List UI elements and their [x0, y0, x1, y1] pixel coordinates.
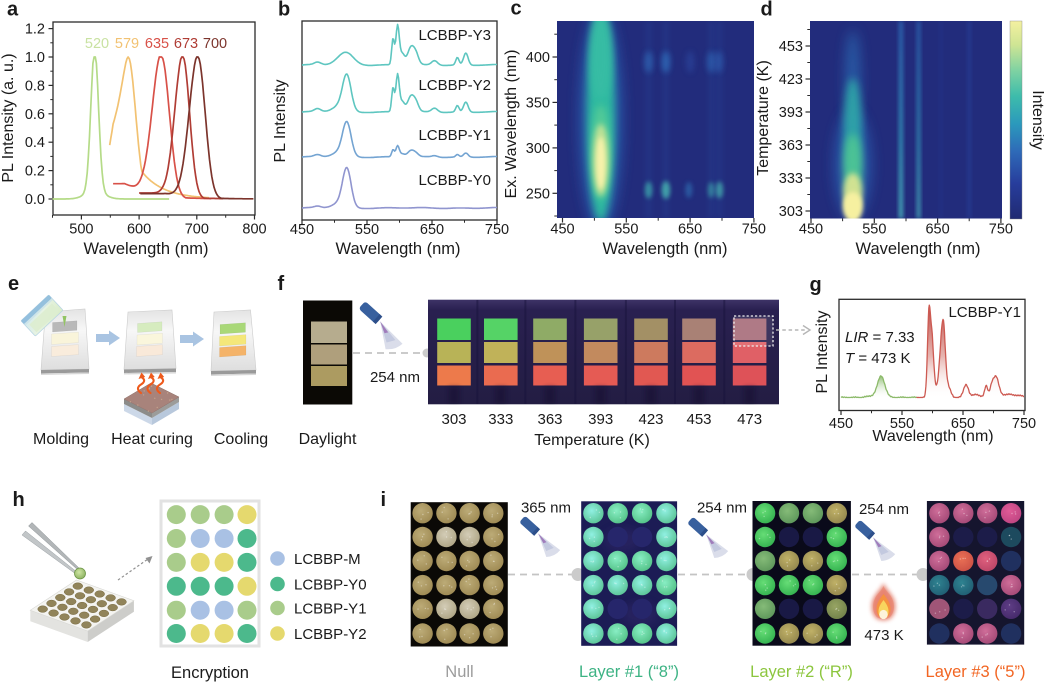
- svg-text:Wavelength (nm): Wavelength (nm): [872, 428, 993, 445]
- svg-text:363: 363: [779, 138, 803, 154]
- svg-text:650: 650: [420, 222, 444, 238]
- svg-text:673: 673: [174, 36, 198, 52]
- svg-text:550: 550: [862, 222, 886, 238]
- svg-text:LCBBP-Y1: LCBBP-Y1: [418, 127, 491, 144]
- svg-text:Temperature (K): Temperature (K): [755, 60, 772, 176]
- svg-text:450: 450: [829, 416, 853, 432]
- svg-text:635: 635: [145, 36, 169, 52]
- svg-text:Layer #2 (“R”): Layer #2 (“R”): [750, 663, 853, 681]
- svg-text:e: e: [8, 273, 19, 295]
- svg-text:579: 579: [115, 36, 139, 52]
- svg-text:Null: Null: [445, 663, 473, 681]
- svg-text:0.6: 0.6: [25, 107, 45, 123]
- svg-text:PL Intensity: PL Intensity: [272, 79, 289, 162]
- svg-text:h: h: [13, 489, 25, 511]
- svg-text:0.2: 0.2: [25, 164, 45, 180]
- svg-text:Layer #3 (“5”): Layer #3 (“5”): [926, 663, 1026, 681]
- svg-text:Heat curing: Heat curing: [111, 431, 193, 448]
- svg-text:Wavelength (nm): Wavelength (nm): [335, 240, 460, 258]
- svg-text:363: 363: [537, 411, 562, 428]
- svg-text:LCBBP-Y2: LCBBP-Y2: [294, 626, 367, 643]
- svg-text:453: 453: [779, 39, 803, 55]
- svg-text:Wavelength (nm): Wavelength (nm): [83, 240, 208, 258]
- svg-text:450: 450: [550, 222, 574, 238]
- svg-text:PL Intensity: PL Intensity: [814, 310, 831, 393]
- svg-text:423: 423: [638, 411, 663, 428]
- svg-text:LCBBP-Y1: LCBBP-Y1: [294, 600, 367, 617]
- svg-text:LCBBP-Y1: LCBBP-Y1: [948, 304, 1021, 321]
- svg-text:LCBBP-Y3: LCBBP-Y3: [418, 27, 491, 44]
- svg-text:333: 333: [779, 171, 803, 187]
- svg-text:Intensity: Intensity: [1029, 90, 1044, 150]
- svg-text:0.4: 0.4: [25, 135, 45, 151]
- svg-text:473 K: 473 K: [864, 627, 903, 644]
- svg-text:c: c: [511, 0, 522, 20]
- svg-text:365 nm: 365 nm: [521, 500, 571, 517]
- svg-text:Daylight: Daylight: [299, 431, 357, 448]
- svg-text:1.2: 1.2: [25, 22, 45, 38]
- svg-text:393: 393: [779, 105, 803, 121]
- svg-text:550: 550: [890, 416, 914, 432]
- svg-text:LCBBP-Y0: LCBBP-Y0: [418, 172, 491, 189]
- svg-text:g: g: [810, 274, 822, 296]
- svg-text:473: 473: [737, 411, 762, 428]
- svg-text:650: 650: [925, 222, 949, 238]
- svg-text:750: 750: [742, 222, 766, 238]
- svg-text:1.0: 1.0: [25, 50, 45, 66]
- svg-text:0.0: 0.0: [25, 192, 45, 208]
- svg-text:423: 423: [779, 72, 803, 88]
- svg-text:Wavelength (nm): Wavelength (nm): [602, 240, 727, 258]
- svg-text:600: 600: [127, 222, 151, 238]
- svg-text:450: 450: [290, 222, 314, 238]
- svg-text:300: 300: [526, 141, 550, 157]
- svg-text:Wavelength (nm): Wavelength (nm): [855, 240, 980, 258]
- svg-text:Layer #1 (“8”): Layer #1 (“8”): [579, 663, 679, 681]
- svg-text:d: d: [761, 0, 773, 20]
- svg-text:LCBBP-Y0: LCBBP-Y0: [294, 576, 367, 593]
- svg-text:Encryption: Encryption: [171, 664, 249, 682]
- svg-text:500: 500: [69, 222, 93, 238]
- svg-text:0.8: 0.8: [25, 78, 45, 94]
- svg-text:Temperature (K): Temperature (K): [534, 432, 650, 449]
- svg-text:650: 650: [951, 416, 975, 432]
- svg-text:303: 303: [779, 204, 803, 220]
- svg-text:Ex. Wavelength (nm): Ex. Wavelength (nm): [503, 50, 520, 199]
- svg-text:254 nm: 254 nm: [370, 369, 420, 386]
- svg-text:700: 700: [185, 222, 209, 238]
- svg-text:350: 350: [526, 95, 550, 111]
- svg-text:750: 750: [485, 222, 509, 238]
- svg-text:450: 450: [799, 222, 823, 238]
- svg-text:550: 550: [355, 222, 379, 238]
- svg-text:T = 473 K: T = 473 K: [845, 350, 910, 367]
- svg-text:Molding: Molding: [33, 431, 89, 448]
- svg-text:333: 333: [488, 411, 513, 428]
- svg-text:400: 400: [526, 50, 550, 66]
- svg-text:303: 303: [441, 411, 466, 428]
- svg-text:254 nm: 254 nm: [697, 500, 747, 517]
- svg-text:254 nm: 254 nm: [859, 501, 909, 518]
- svg-text:a: a: [7, 0, 19, 20]
- svg-text:453: 453: [686, 411, 711, 428]
- svg-text:550: 550: [614, 222, 638, 238]
- svg-text:PL Intensity (a. u.): PL Intensity (a. u.): [0, 53, 17, 182]
- svg-text:750: 750: [1012, 416, 1036, 432]
- svg-text:700: 700: [203, 36, 227, 52]
- svg-text:LIR = 7.33: LIR = 7.33: [845, 329, 915, 346]
- svg-text:f: f: [278, 273, 285, 295]
- svg-text:800: 800: [242, 222, 266, 238]
- svg-text:b: b: [278, 0, 290, 20]
- svg-text:Cooling: Cooling: [214, 431, 268, 448]
- svg-text:250: 250: [526, 186, 550, 202]
- svg-text:i: i: [381, 489, 387, 511]
- svg-text:520: 520: [85, 36, 109, 52]
- svg-text:650: 650: [678, 222, 702, 238]
- svg-text:LCBBP-Y2: LCBBP-Y2: [418, 77, 491, 94]
- svg-text:LCBBP-M: LCBBP-M: [294, 551, 361, 568]
- svg-text:393: 393: [588, 411, 613, 428]
- svg-text:750: 750: [989, 222, 1013, 238]
